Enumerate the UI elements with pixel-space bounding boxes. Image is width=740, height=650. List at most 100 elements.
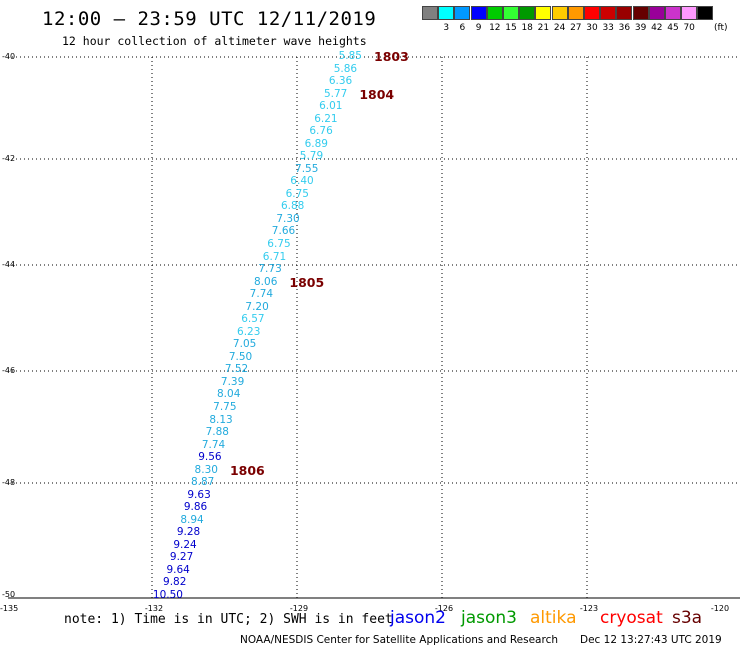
wave-height-value: 5.77 bbox=[323, 87, 348, 100]
wave-height-value: 7.55 bbox=[295, 162, 319, 175]
orbit-number-label: 1803 bbox=[374, 49, 409, 64]
legend-swatch bbox=[438, 6, 455, 20]
wave-height-value: 6.01 bbox=[319, 100, 343, 113]
wave-height-value: 6.57 bbox=[241, 313, 265, 326]
legend-swatch bbox=[486, 6, 503, 20]
longitude-label: -132 bbox=[144, 604, 164, 613]
legend-label: 15 bbox=[505, 23, 517, 33]
wave-height-value: 9.24 bbox=[173, 538, 197, 551]
legend-swatch bbox=[665, 6, 681, 20]
legend-swatch bbox=[519, 6, 536, 20]
satellite-label-altika: altika bbox=[530, 608, 577, 628]
legend-swatch bbox=[697, 6, 714, 20]
legend-swatch bbox=[535, 6, 552, 20]
legend-label: 3 bbox=[443, 23, 450, 33]
wave-height-value: 5.79 bbox=[299, 150, 324, 163]
wave-height-value: 6.36 bbox=[328, 75, 353, 88]
wave-height-value: 6.88 bbox=[280, 200, 305, 213]
legend-swatch bbox=[681, 6, 698, 20]
legend-label: 45 bbox=[667, 23, 679, 33]
wave-height-value: 7.73 bbox=[258, 263, 282, 276]
wave-height-value: 10.50 bbox=[152, 589, 183, 601]
legend-swatch bbox=[648, 6, 665, 20]
wave-height-value: 5.85 bbox=[338, 50, 362, 62]
wave-height-value: 7.75 bbox=[213, 400, 237, 413]
satellite-label-cryosat: cryosat bbox=[600, 608, 663, 628]
legend-swatch bbox=[584, 6, 600, 20]
legend-label: 70 bbox=[683, 23, 695, 33]
wave-height-value: 6.75 bbox=[267, 238, 291, 251]
wave-height-value: 9.63 bbox=[187, 488, 211, 501]
wave-height-value: 7.30 bbox=[276, 212, 300, 225]
legend-swatch bbox=[600, 6, 617, 20]
satellite-label-jason3: jason3 bbox=[461, 608, 517, 628]
legend-label: 33 bbox=[602, 23, 614, 33]
orbit-number-label: 1805 bbox=[289, 274, 325, 290]
wave-height-value: 9.27 bbox=[169, 551, 194, 564]
wave-height-value: 8.06 bbox=[254, 275, 278, 288]
orbit-number-label: 1806 bbox=[229, 462, 265, 478]
wave-height-value: 7.50 bbox=[228, 350, 253, 363]
wave-height-legend: (ft) 3 6 9 12 15 18 21 24 27 30 33 36 39 42 45 70 bbox=[422, 6, 732, 36]
legend-swatch bbox=[616, 6, 633, 20]
map-title: 12:00 – 23:59 UTC 12/11/2019 bbox=[42, 8, 377, 30]
wave-height-value: 7.88 bbox=[205, 426, 229, 439]
wave-height-value: 7.74 bbox=[201, 438, 226, 451]
legend-swatch bbox=[632, 6, 649, 20]
wave-height-value: 6.75 bbox=[285, 187, 309, 200]
wave-height-value: 8.87 bbox=[190, 476, 215, 489]
wave-height-value: 9.28 bbox=[176, 526, 201, 539]
generated-timestamp: Dec 12 13:27:43 UTC 2019 bbox=[580, 634, 722, 646]
legend-label: 42 bbox=[651, 23, 663, 33]
latitude-label: -42 bbox=[2, 154, 16, 163]
wave-height-value: 9.64 bbox=[166, 563, 190, 576]
wave-height-value: 7.74 bbox=[249, 288, 274, 301]
legend-unit: (ft) bbox=[714, 23, 728, 33]
wave-height-value: 9.56 bbox=[198, 451, 222, 464]
wave-height-value: 5.86 bbox=[333, 62, 358, 75]
latitude-label: -46 bbox=[2, 366, 16, 375]
wave-height-value: 7.05 bbox=[232, 338, 257, 351]
legend-label: 21 bbox=[537, 23, 550, 33]
wave-height-value: 7.66 bbox=[271, 225, 296, 238]
wave-height-value: 8.13 bbox=[209, 413, 233, 426]
wave-height-value: 6.23 bbox=[237, 325, 261, 338]
wave-height-value: 6.40 bbox=[290, 175, 314, 188]
wave-height-value: 6.76 bbox=[309, 125, 333, 138]
wave-height-value: 8.04 bbox=[217, 388, 241, 401]
wave-height-value: 6.21 bbox=[314, 112, 338, 125]
map-subtitle: 12 hour collection of altimeter wave hei… bbox=[62, 34, 367, 48]
legend-swatch bbox=[503, 6, 519, 20]
legend-swatch bbox=[551, 6, 568, 20]
latitude-label: -44 bbox=[2, 260, 16, 269]
wave-height-value: 9.82 bbox=[163, 576, 187, 589]
legend-label: 6 bbox=[459, 23, 466, 33]
satellite-label-jason2: jason2 bbox=[390, 608, 446, 628]
legend-label: 36 bbox=[618, 23, 631, 33]
wave-height-value: 7.20 bbox=[245, 300, 269, 313]
latitude-label: -48 bbox=[2, 478, 16, 487]
legend-label: 9 bbox=[475, 23, 482, 33]
legend-swatch bbox=[470, 6, 487, 20]
legend-label: 30 bbox=[586, 23, 598, 33]
latitude-label: -50 bbox=[2, 590, 16, 599]
legend-swatch bbox=[567, 6, 584, 20]
orbit-number-label: 1804 bbox=[359, 86, 395, 102]
wave-height-value: 7.39 bbox=[220, 375, 245, 388]
longitude-label: -123 bbox=[579, 604, 599, 613]
legend-label: 27 bbox=[570, 23, 582, 33]
longitude-label: -120 bbox=[710, 604, 730, 613]
longitude-label: -126 bbox=[434, 604, 454, 613]
satellite-label-s3a: s3a bbox=[672, 608, 703, 628]
legend-label: 24 bbox=[553, 23, 566, 33]
wave-height-value: 9.86 bbox=[183, 501, 208, 514]
legend-swatch bbox=[454, 6, 471, 20]
longitude-label: -129 bbox=[289, 604, 309, 613]
wave-height-value: 8.30 bbox=[194, 463, 218, 476]
credit-text: NOAA/NESDIS Center for Satellite Applica… bbox=[240, 634, 558, 646]
latitude-label: -40 bbox=[2, 52, 16, 61]
wave-height-value: 6.71 bbox=[262, 250, 287, 263]
legend-label: 12 bbox=[489, 23, 501, 33]
footer-note: note: 1) Time is in UTC; 2) SWH is in fe… bbox=[64, 612, 393, 627]
